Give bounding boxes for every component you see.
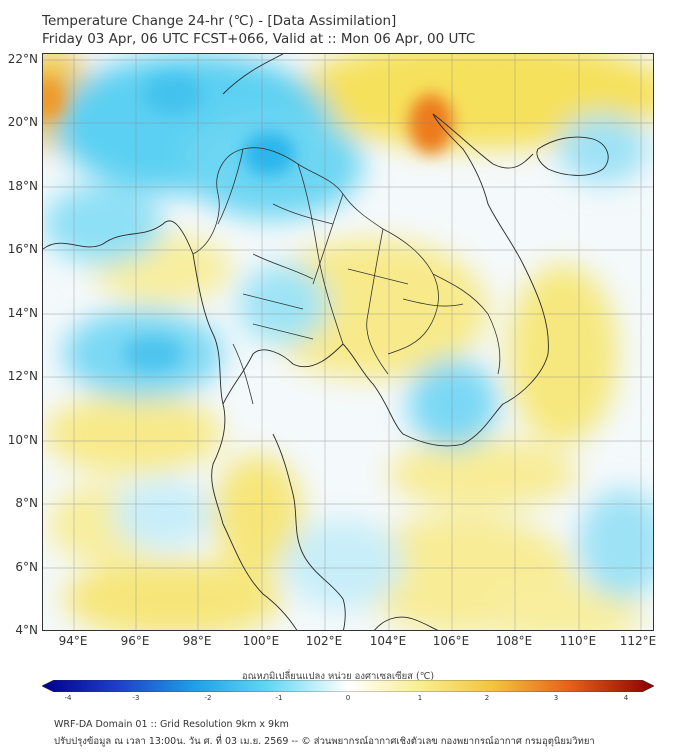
title-line-1: Temperature Change 24-hr (℃) - [Data Ass… [42, 13, 397, 29]
coastlines [43, 54, 609, 630]
footer-resolution: WRF-DA Domain 01 :: Grid Resolution 9km … [54, 719, 289, 730]
colorbar-tick: 2 [484, 694, 490, 702]
lat-label-18n: 18°N [7, 179, 38, 193]
map-panel[interactable] [42, 53, 654, 631]
lon-label-100e: 100°E [242, 634, 280, 648]
lat-label-14n: 14°N [7, 306, 38, 320]
temperature-hotspots [43, 74, 453, 372]
lon-label-96e: 96°E [120, 634, 150, 648]
lat-label-10n: 10°N [7, 433, 38, 447]
colorbar-title: อุณหภูมิเปลี่ยนแปลง หน่วย องศาเซลเซียส (… [241, 671, 435, 682]
country-borders [192, 147, 501, 405]
colorbar-tick: -1 [275, 694, 283, 702]
lat-label-20n: 20°N [7, 115, 38, 129]
colorbar-tick: -3 [132, 694, 140, 702]
lon-label-98e: 98°E [182, 634, 212, 648]
lon-label-108e: 108°E [495, 634, 533, 648]
gridlines [43, 54, 653, 630]
lat-label-8n: 8°N [15, 496, 38, 510]
footer-credit: ปรับปรุงข้อมูล ณ เวลา 13:00น. วัน ศ. ที่… [54, 736, 595, 747]
lon-label-94e: 94°E [58, 634, 88, 648]
colorbar-tick: -2 [204, 694, 212, 702]
lon-label-110e: 110°E [559, 634, 597, 648]
colorbar-tick: 0 [345, 694, 351, 702]
lat-label-12n: 12°N [7, 369, 38, 383]
colorbar-tick: 3 [553, 694, 559, 702]
lat-label-6n: 6°N [15, 560, 38, 574]
temperature-change-map [43, 54, 653, 630]
lat-label-16n: 16°N [7, 242, 38, 256]
lon-label-106e: 106°E [432, 634, 470, 648]
lon-label-104e: 104°E [369, 634, 407, 648]
colorbar [42, 680, 654, 692]
lon-label-112e: 112°E [619, 634, 657, 648]
lat-label-22n: 22°N [7, 52, 38, 66]
lon-label-102e: 102°E [305, 634, 343, 648]
map-title: Temperature Change 24-hr (℃) - [Data Ass… [42, 12, 475, 48]
colorbar-tick: -4 [64, 694, 72, 702]
title-line-2: Friday 03 Apr, 06 UTC FCST+066, Valid at… [42, 31, 476, 47]
lat-label-4n: 4°N [15, 623, 38, 637]
colorbar-tick: 1 [417, 694, 423, 702]
colorbar-tick: 4 [623, 694, 629, 702]
